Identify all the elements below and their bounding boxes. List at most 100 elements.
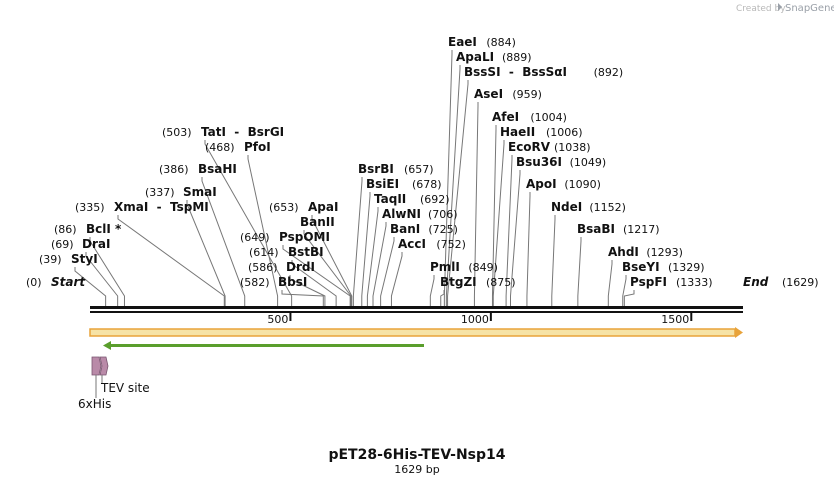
site-position: (1152) xyxy=(589,201,626,214)
site-leader-line xyxy=(443,50,453,306)
site-name[interactable]: SmaI xyxy=(183,185,217,199)
site-leader-line xyxy=(186,200,226,306)
site-position: (582) xyxy=(240,276,270,289)
orf-arrow[interactable] xyxy=(89,327,743,338)
site-name[interactable]: AccI xyxy=(398,237,426,251)
site-position: (1038) xyxy=(554,141,591,154)
site-leader-line xyxy=(201,177,246,306)
site-name[interactable]: AseI xyxy=(474,87,503,101)
bp-ticks: 500 1000 1500 xyxy=(267,313,693,326)
site-position: (586) xyxy=(248,261,278,274)
site-leader-line xyxy=(366,207,379,306)
site-position: (1090) xyxy=(564,178,601,191)
site-position: (335) xyxy=(75,201,105,214)
site-name[interactable]: ApoI xyxy=(526,177,557,191)
site-position: (69) xyxy=(51,238,74,251)
site-name[interactable]: DraI xyxy=(82,237,110,251)
site-leader-line xyxy=(372,222,387,306)
site-name[interactable]: NdeI xyxy=(551,200,582,214)
site-leader-line xyxy=(291,260,337,306)
site-leader-line xyxy=(551,215,556,306)
site-name[interactable]: AfeI xyxy=(492,110,519,124)
site-name[interactable]: TatI - BsrGI xyxy=(201,125,284,139)
site-leader-line xyxy=(74,267,107,306)
his-tag-label: 6xHis xyxy=(78,397,111,411)
site-leader-line xyxy=(445,65,461,306)
site-leader-line xyxy=(491,125,497,306)
site-name[interactable]: TaqII xyxy=(374,192,406,206)
site-name[interactable]: BsaHI xyxy=(198,162,237,176)
site-position: (1006) xyxy=(546,126,583,139)
site-leader-line xyxy=(622,275,627,306)
reverse-feature-arrow[interactable] xyxy=(103,341,424,350)
site-name[interactable]: HaeII xyxy=(500,125,535,139)
site-name[interactable]: EaeI xyxy=(448,35,477,49)
site-name[interactable]: ApaLI xyxy=(456,50,494,64)
site-name[interactable]: PfoI xyxy=(244,140,271,154)
credit-brand: SnapGene xyxy=(785,3,834,14)
site-name[interactable]: StyI xyxy=(71,252,98,266)
start-position: (0) xyxy=(26,276,42,289)
site-position: (657) xyxy=(404,163,434,176)
site-position: (86) xyxy=(54,223,77,236)
site-leader-line xyxy=(447,80,469,306)
site-leader-line xyxy=(85,252,119,306)
site-position: (725) xyxy=(428,223,458,236)
site-position: (653) xyxy=(269,201,299,214)
his-tag-feature[interactable] xyxy=(91,356,102,376)
site-name[interactable]: BbsI xyxy=(278,275,307,289)
site-name[interactable]: BseYI xyxy=(622,260,660,274)
tev-site-label: TEV site xyxy=(100,381,150,395)
site-leader-line xyxy=(380,237,395,306)
site-name[interactable]: AhdI xyxy=(608,245,639,259)
site-leader-line xyxy=(311,215,353,306)
site-leader-line xyxy=(623,290,635,306)
site-position: (649) xyxy=(240,231,270,244)
site-leader-line xyxy=(117,215,225,306)
site-name[interactable]: XmaI - TspMI xyxy=(114,200,209,214)
site-name[interactable]: BstBI xyxy=(288,245,324,259)
site-leaders xyxy=(74,50,635,306)
site-position: (1004) xyxy=(530,111,567,124)
site-name[interactable]: BsiEI xyxy=(366,177,399,191)
start-label: Start xyxy=(51,275,86,289)
site-name[interactable]: EcoRV xyxy=(508,140,551,154)
site-name[interactable]: ApaI xyxy=(308,200,338,214)
site-name[interactable]: PspFI xyxy=(630,275,667,289)
credit-prefix: Created by xyxy=(736,4,786,14)
site-leader-line xyxy=(247,155,279,306)
site-name[interactable]: BclI * xyxy=(86,222,122,236)
site-name[interactable]: BanI xyxy=(390,222,420,236)
site-name[interactable]: PspOMI xyxy=(279,230,330,244)
site-leader-line xyxy=(361,192,371,306)
site-labels: StyI(39)DraI(69)BclI *(86)XmaI - TspMI(3… xyxy=(39,35,713,289)
site-name[interactable]: PmlI xyxy=(430,260,460,274)
site-position: (1293) xyxy=(646,246,683,259)
site-name[interactable]: DrdI xyxy=(286,260,315,274)
site-name[interactable]: BtgZI xyxy=(440,275,477,289)
site-name[interactable]: BssSI - BssSαI xyxy=(464,65,567,79)
site-position: (1049) xyxy=(570,156,607,169)
dna-backbone xyxy=(90,306,743,313)
site-name[interactable]: BanII xyxy=(300,215,335,229)
site-name[interactable]: AlwNI xyxy=(382,207,421,221)
end-label: End xyxy=(743,275,769,289)
site-position: (386) xyxy=(159,163,189,176)
site-leader-line xyxy=(429,275,435,306)
site-position: (892) xyxy=(594,66,624,79)
site-position: (337) xyxy=(145,186,175,199)
site-name[interactable]: Bsu36I xyxy=(516,155,562,169)
site-leader-line xyxy=(289,275,326,306)
site-leader-line xyxy=(473,102,479,306)
tev-site-feature[interactable] xyxy=(99,356,109,376)
site-leader-line xyxy=(352,177,363,306)
map-title: pET28-6His-TEV-Nsp14 xyxy=(328,447,505,463)
site-leader-line xyxy=(440,290,445,306)
site-leader-line xyxy=(607,260,613,306)
site-position: (692) xyxy=(420,193,450,206)
site-position: (884) xyxy=(486,36,516,49)
site-name[interactable]: BsrBI xyxy=(358,162,394,176)
tick-label: 500 xyxy=(267,313,288,326)
site-name[interactable]: BsaBI xyxy=(577,222,615,236)
